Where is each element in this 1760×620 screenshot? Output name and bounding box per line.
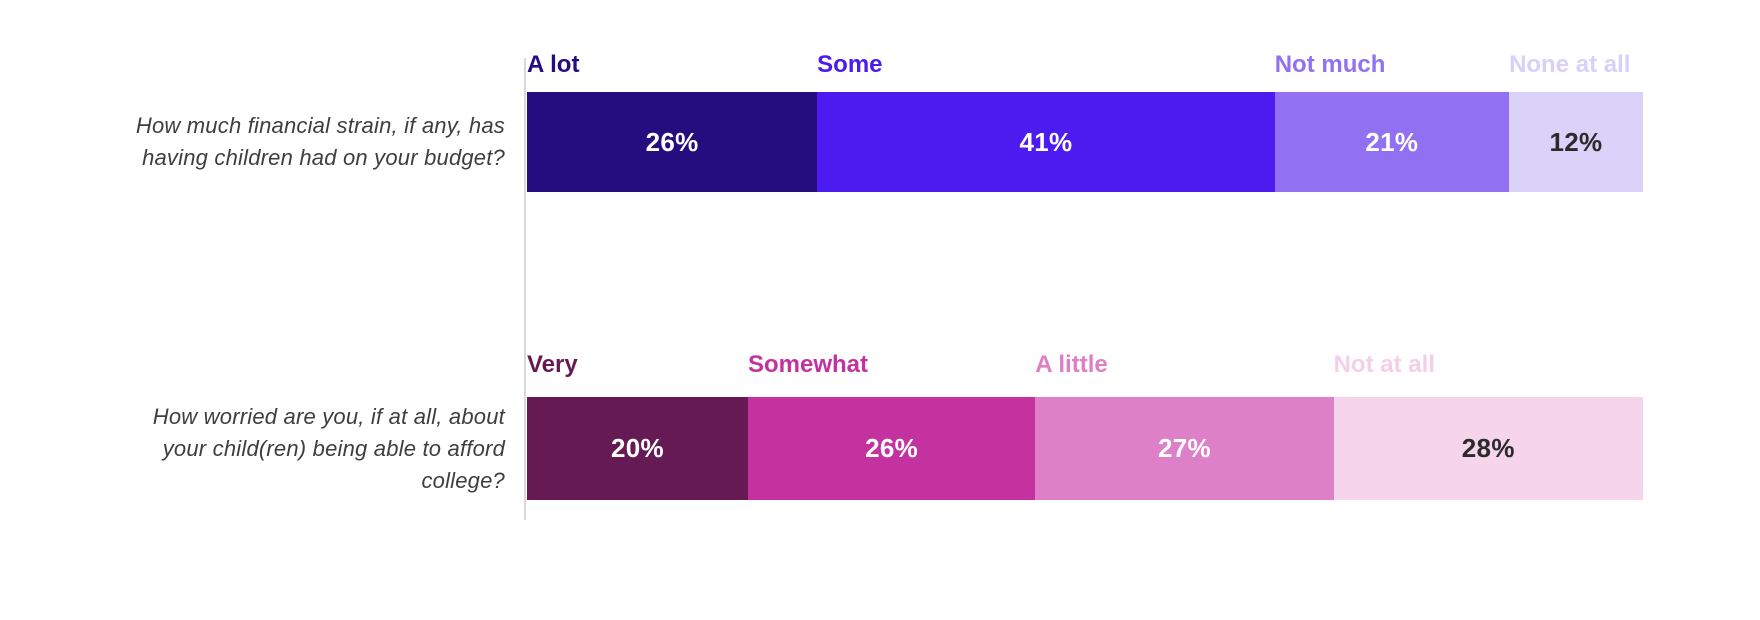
category-label-a-little: A little xyxy=(1035,351,1108,378)
category-label-very: Very xyxy=(527,351,578,378)
stacked-bar-college-worry: 20% 26% 27% 28% xyxy=(527,397,1643,500)
stacked-bar-financial-strain: 26% 41% 21% 12% xyxy=(527,92,1643,192)
segment-value: 28% xyxy=(1461,433,1515,463)
category-label-not-much: Not much xyxy=(1274,51,1386,78)
category-label-row: A lot Some Not much None at all xyxy=(527,50,1643,80)
bar-segment-not-much: 21% xyxy=(1274,92,1510,192)
bar-segment-not-at-all: 28% xyxy=(1333,397,1643,500)
segment-value: 20% xyxy=(611,433,664,463)
category-label-row: Very Somewhat A little Not at all xyxy=(527,350,1643,380)
question-label-college-worry: How worried are you, if at all, about yo… xyxy=(0,397,505,500)
question-line: having children had on your budget? xyxy=(142,145,505,170)
question-line: college? xyxy=(421,467,505,493)
segment-value: 26% xyxy=(645,126,699,157)
vertical-axis-line xyxy=(524,58,526,520)
segment-value: 26% xyxy=(865,433,919,463)
segment-value: 41% xyxy=(1019,126,1073,157)
category-label-some: Some xyxy=(817,51,883,78)
segment-value: 27% xyxy=(1157,433,1211,463)
question-label-financial-strain: How much financial strain, if any, has h… xyxy=(0,92,505,192)
category-label-not-at-all: Not at all xyxy=(1333,351,1435,378)
bar-segment-some: 41% xyxy=(817,92,1275,192)
category-label-none-at-all: None at all xyxy=(1509,51,1631,78)
bar-segment-none-at-all: 12% xyxy=(1509,92,1643,192)
question-line: How worried are you, if at all, about xyxy=(152,403,505,429)
segment-value: 12% xyxy=(1549,126,1603,157)
bar-segment-a-lot: 26% xyxy=(527,92,818,192)
segment-value: 21% xyxy=(1365,126,1419,157)
bar-segment-very: 20% xyxy=(527,397,748,500)
bar-segment-a-little: 27% xyxy=(1035,397,1334,500)
question-line: How much financial strain, if any, has xyxy=(135,113,505,138)
category-label-somewhat: Somewhat xyxy=(747,351,869,378)
category-label-a-lot: A lot xyxy=(527,51,580,78)
question-line: your child(ren) being able to afford xyxy=(162,435,505,461)
bar-segment-somewhat: 26% xyxy=(747,397,1036,500)
